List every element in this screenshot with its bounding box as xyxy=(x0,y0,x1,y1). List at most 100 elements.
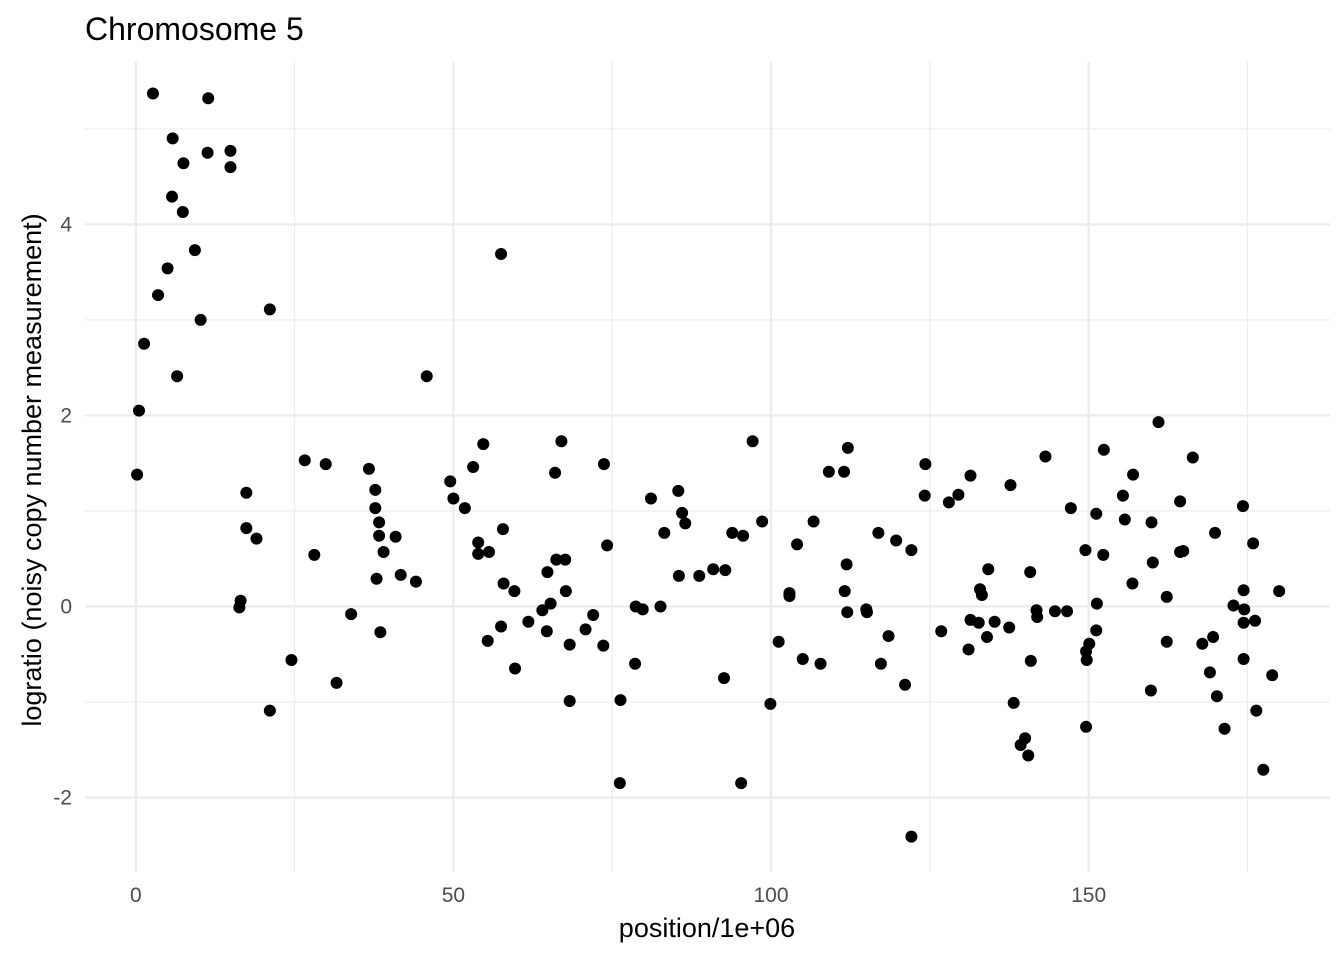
data-point xyxy=(783,589,796,602)
data-point xyxy=(1237,616,1250,629)
data-point xyxy=(874,657,887,670)
data-point xyxy=(509,662,522,675)
data-point xyxy=(840,558,853,571)
data-point xyxy=(613,777,626,790)
data-point xyxy=(597,458,610,471)
x-axis-label: position/1e+06 xyxy=(619,913,795,943)
data-point xyxy=(1210,690,1223,703)
data-point xyxy=(1022,749,1035,762)
data-point xyxy=(676,506,689,519)
data-point xyxy=(1064,502,1077,515)
data-point xyxy=(482,546,495,559)
data-point xyxy=(964,469,977,482)
data-point xyxy=(872,526,885,539)
data-point xyxy=(188,244,201,257)
data-point xyxy=(1146,556,1159,569)
data-point xyxy=(975,588,988,601)
data-point xyxy=(409,575,422,588)
data-point xyxy=(202,92,215,105)
data-point xyxy=(559,553,572,566)
data-point xyxy=(362,462,375,475)
data-point xyxy=(982,563,995,576)
data-point xyxy=(263,704,276,717)
data-point xyxy=(860,606,873,619)
data-point xyxy=(1160,590,1173,603)
data-point xyxy=(559,585,572,598)
data-point xyxy=(467,461,480,473)
data-point xyxy=(1207,631,1220,644)
data-point xyxy=(161,262,174,275)
data-point xyxy=(550,553,563,566)
data-point xyxy=(735,777,748,790)
data-point xyxy=(614,694,627,707)
data-point xyxy=(838,465,851,478)
data-point xyxy=(1249,614,1262,627)
data-point xyxy=(587,609,600,622)
data-point xyxy=(1007,696,1020,709)
data-point xyxy=(1160,635,1173,648)
x-tick-label: 100 xyxy=(753,884,788,907)
data-point xyxy=(905,544,918,557)
data-point xyxy=(285,653,298,666)
data-point xyxy=(1209,526,1222,539)
data-point xyxy=(1090,624,1103,637)
data-point xyxy=(952,488,965,501)
data-point xyxy=(201,146,214,159)
data-point xyxy=(1250,704,1263,717)
data-point xyxy=(629,657,642,670)
data-point xyxy=(1266,669,1279,682)
data-point xyxy=(477,438,490,451)
data-point xyxy=(472,536,485,549)
data-point xyxy=(555,435,568,448)
data-point xyxy=(764,697,777,710)
data-point xyxy=(822,465,835,478)
data-point xyxy=(693,569,706,582)
y-axis-ticks: -2 0 2 4 xyxy=(53,213,72,809)
data-point xyxy=(1237,652,1250,665)
data-point xyxy=(1227,599,1240,612)
x-axis-ticks: 0 50 100 150 xyxy=(130,884,1106,907)
data-point xyxy=(1145,516,1158,529)
data-point xyxy=(654,600,667,613)
data-point xyxy=(234,594,247,607)
data-point xyxy=(980,631,993,644)
data-point xyxy=(420,370,433,383)
data-point xyxy=(672,569,685,582)
data-point xyxy=(672,484,685,497)
data-point xyxy=(369,483,382,496)
data-point xyxy=(988,615,1001,628)
chart-title: Chromosome 5 xyxy=(85,11,304,47)
data-point xyxy=(472,547,485,560)
data-point xyxy=(146,87,159,100)
data-point xyxy=(1061,605,1074,618)
data-point xyxy=(838,585,851,598)
data-point xyxy=(719,564,732,577)
data-point xyxy=(841,606,854,619)
data-point xyxy=(345,608,358,621)
data-points xyxy=(131,87,1286,843)
data-point xyxy=(171,370,184,383)
data-point xyxy=(1247,537,1260,550)
data-point xyxy=(1024,654,1037,667)
data-point xyxy=(1097,443,1110,456)
data-point xyxy=(166,190,179,203)
data-point xyxy=(746,435,759,448)
data-point xyxy=(536,604,549,617)
data-point xyxy=(579,623,592,636)
data-point xyxy=(508,585,521,598)
data-point xyxy=(370,572,383,585)
data-point xyxy=(1080,653,1093,666)
y-tick-label: -2 xyxy=(53,786,72,809)
data-point xyxy=(540,625,553,638)
data-point xyxy=(250,532,263,545)
data-point xyxy=(962,643,975,656)
data-point xyxy=(1177,545,1190,558)
data-point xyxy=(224,161,237,174)
data-point xyxy=(772,635,785,648)
data-point xyxy=(377,546,390,559)
data-point xyxy=(496,523,509,536)
data-point xyxy=(1257,763,1270,776)
data-point xyxy=(814,657,827,670)
data-point xyxy=(1003,621,1016,634)
data-point xyxy=(718,672,731,685)
